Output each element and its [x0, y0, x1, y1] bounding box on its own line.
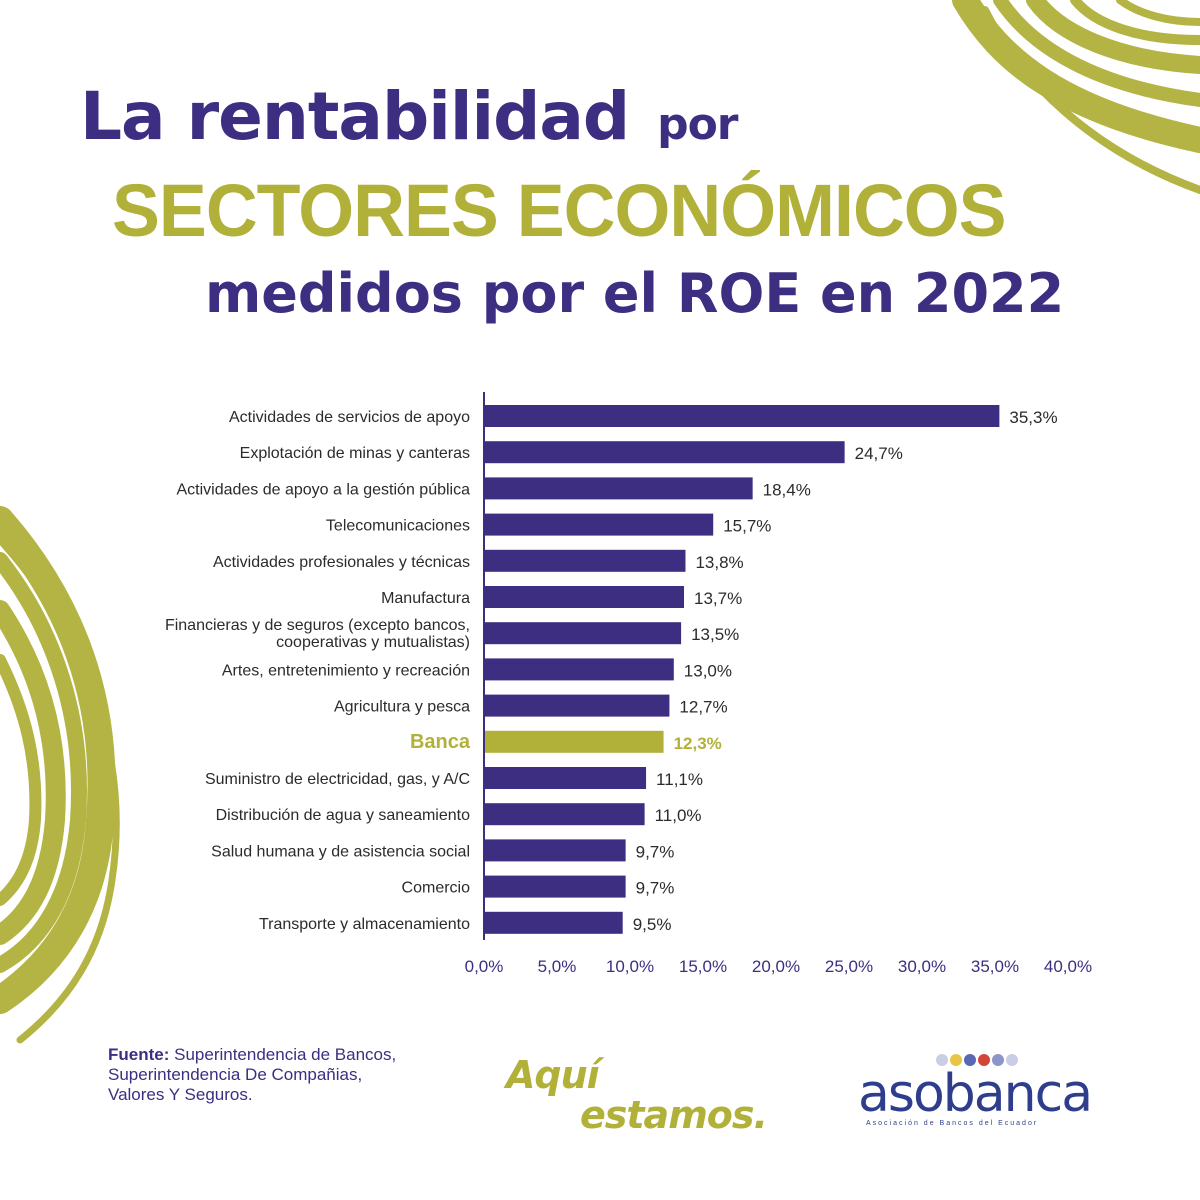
source-text: Superintendencia de Bancos, Superintende… — [108, 1045, 397, 1104]
bar — [484, 477, 753, 500]
x-tick-label: 30,0% — [898, 957, 946, 976]
bar — [484, 875, 626, 898]
slogan-line-1: Aquí — [506, 1053, 600, 1097]
category-label: Suministro de electricidad, gas, y A/C — [205, 771, 470, 788]
category-label: Artes, entretenimiento y recreación — [222, 662, 470, 679]
value-label: 11,0% — [655, 806, 702, 825]
category-label: Distribución de agua y saneamiento — [216, 807, 470, 824]
category-label-line: Financieras y de seguros (excepto bancos… — [165, 617, 470, 634]
value-label: 9,7% — [636, 879, 675, 898]
logo-tagline: Asociación de Bancos del Ecuador — [866, 1120, 1039, 1127]
category-label: Banca — [410, 731, 471, 753]
x-tick-label: 40,0% — [1044, 957, 1092, 976]
title-highlight: SECTORES ECONÓMICOS — [112, 169, 1007, 252]
x-tick-label: 10,0% — [606, 957, 654, 976]
value-label: 9,7% — [636, 842, 675, 861]
bar-highlight — [484, 730, 664, 753]
value-label: 9,5% — [633, 915, 672, 934]
x-tick-label: 35,0% — [971, 957, 1019, 976]
source-label: Fuente: — [108, 1045, 170, 1064]
logo-dot — [992, 1054, 1004, 1066]
logo-dot — [964, 1054, 976, 1066]
value-label: 13,8% — [695, 553, 743, 572]
logo-dot — [950, 1054, 962, 1066]
category-label: Agricultura y pesca — [334, 699, 470, 716]
bar — [484, 658, 674, 681]
category-label: Manufactura — [381, 590, 470, 607]
category-label: Actividades de apoyo a la gestión públic… — [176, 481, 470, 498]
value-label: 35,3% — [1009, 408, 1057, 427]
category-label: Actividades de servicios de apoyo — [229, 409, 470, 426]
roe-bar-chart: Actividades de servicios de apoyo 35,3% Ex… — [165, 392, 1092, 976]
value-label: 18,4% — [763, 480, 811, 499]
title-subline: medidos por el ROE en 2022 — [205, 262, 1065, 325]
category-label: Explotación de minas y canteras — [240, 445, 470, 462]
title-line-1: La rentabilidad por — [80, 78, 739, 155]
bar — [484, 586, 685, 608]
value-label: 24,7% — [855, 444, 903, 463]
category-label: Actividades profesionales y técnicas — [213, 554, 470, 571]
x-tick-label: 25,0% — [825, 957, 873, 976]
x-tick-label: 15,0% — [679, 957, 727, 976]
category-label: Financieras y de seguros (excepto bancos… — [165, 617, 470, 651]
x-tick-label: 20,0% — [752, 957, 800, 976]
x-tick-label: 0,0% — [465, 957, 504, 976]
bar — [484, 694, 670, 717]
value-label: 13,5% — [691, 625, 739, 644]
category-label: Salud humana y de asistencia social — [211, 843, 470, 860]
source-note: Fuente: Superintendencia de Bancos, Supe… — [108, 1045, 408, 1105]
logo-wordmark: asobanca — [858, 1064, 1093, 1124]
bar — [484, 405, 1000, 427]
logo-dot — [978, 1054, 990, 1066]
category-label-line: cooperativas y mutualistas) — [276, 634, 470, 651]
slogan-line-2: estamos. — [580, 1093, 768, 1137]
bar — [484, 549, 686, 572]
slogan: Aquí estamos. — [506, 1053, 768, 1137]
bar — [484, 767, 647, 789]
bar — [484, 803, 645, 826]
value-label: 12,3% — [674, 734, 722, 753]
value-label: 11,1% — [656, 770, 703, 789]
bar — [484, 513, 714, 536]
bar — [484, 911, 623, 934]
title-main: La rentabilidad — [80, 78, 630, 155]
bar — [484, 622, 682, 645]
value-label: 13,0% — [684, 661, 732, 680]
category-label: Telecomunicaciones — [326, 518, 470, 535]
value-label: 13,7% — [694, 589, 742, 608]
bar — [484, 441, 845, 464]
x-tick-label: 5,0% — [538, 957, 577, 976]
bar — [484, 839, 626, 862]
category-label: Transporte y almacenamiento — [259, 916, 470, 933]
logo-dot — [936, 1054, 948, 1066]
category-label: Comercio — [402, 880, 471, 897]
value-label: 15,7% — [723, 517, 771, 536]
logo-dot — [1006, 1054, 1018, 1066]
asobanca-logo: asobanca Asociación de Bancos del Ecuado… — [858, 1052, 1098, 1132]
title-connector: por — [657, 99, 738, 150]
value-label: 12,7% — [679, 698, 727, 717]
